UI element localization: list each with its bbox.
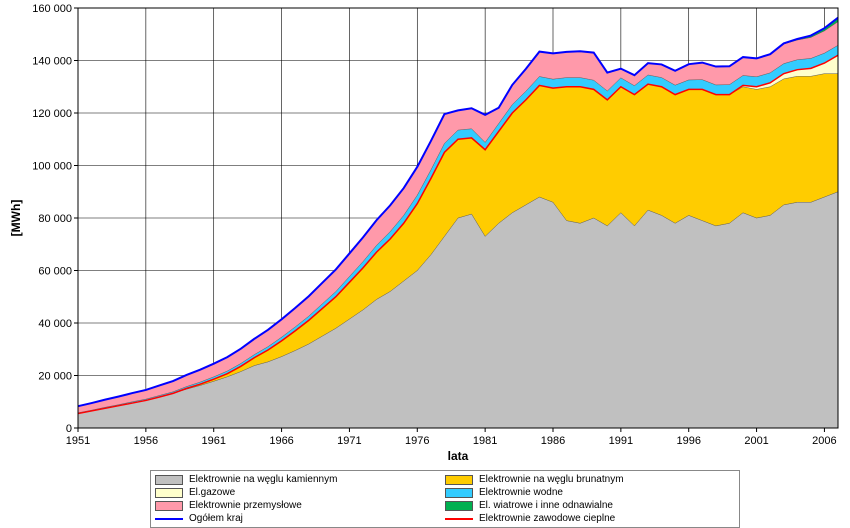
chart-container: 0 20 000 40 000 60 000 80 000 100 000 120 000 1… (0, 0, 850, 525)
x-tick-label: 1991 (609, 435, 633, 447)
x-tick-label: 2006 (812, 435, 836, 447)
y-tick-label: 20 000 (38, 371, 72, 383)
legend-swatch (445, 518, 473, 520)
legend-swatch (445, 488, 473, 498)
x-tick-label: 1996 (676, 435, 700, 447)
legend-item-gaz: El.gazowe (155, 486, 445, 499)
legend-swatch (155, 475, 183, 485)
x-tick-label: 1971 (337, 435, 361, 447)
legend-row: El.gazowe Elektrownie wodne (155, 486, 735, 499)
x-tick-label: 1956 (134, 435, 158, 447)
x-tick-label: 1966 (269, 435, 293, 447)
legend-swatch (445, 475, 473, 485)
x-tick-label: 1986 (541, 435, 565, 447)
legend-item-wod: Elektrownie wodne (445, 486, 735, 499)
legend-item-ogolem: Ogółem kraj (155, 512, 445, 525)
legend-swatch (155, 501, 183, 511)
y-tick-label: 120 000 (32, 108, 72, 120)
legend-row: Elektrownie na węglu kamiennym Elektrowni… (155, 473, 735, 486)
legend-item-zaw_cieplne: Elektrownie zawodowe cieplne (445, 512, 735, 525)
x-tick-label: 1976 (405, 435, 429, 447)
legend-label: Elektrownie zawodowe cieplne (479, 513, 615, 524)
y-tick-label: 40 000 (38, 318, 72, 330)
x-tick-label: 1981 (473, 435, 497, 447)
y-tick-label: 0 (66, 423, 72, 435)
legend-item-przem: Elektrownie przemysłowe (155, 499, 445, 512)
legend-label: Elektrownie na węglu brunatnym (479, 474, 624, 485)
legend-label: Elektrownie przemysłowe (189, 500, 302, 511)
legend: Elektrownie na węglu kamiennym Elektrowni… (150, 470, 740, 528)
legend-label: Elektrownie wodne (479, 487, 563, 498)
x-tick-label: 2001 (744, 435, 768, 447)
y-tick-label: 140 000 (32, 56, 72, 68)
y-tick-label: 60 000 (38, 266, 72, 278)
legend-item-wiatr: El. wiatrowe i inne odnawialne (445, 499, 735, 512)
legend-label: Ogółem kraj (189, 513, 243, 524)
legend-row: Elektrownie przemysłowe El. wiatrowe i in… (155, 499, 735, 512)
y-tick-label: 80 000 (38, 213, 72, 225)
y-tick-label: 160 000 (32, 3, 72, 15)
stacked-area-chart: 0 20 000 40 000 60 000 80 000 100 000 120 000 1… (0, 0, 850, 525)
legend-swatch (445, 501, 473, 511)
y-tick-label: 100 000 (32, 161, 72, 173)
legend-label: El.gazowe (189, 487, 235, 498)
legend-label: Elektrownie na węglu kamiennym (189, 474, 337, 485)
legend-item-kam: Elektrownie na węglu kamiennym (155, 473, 445, 486)
y-axis-title: [MWh] (9, 200, 23, 237)
legend-item-brun: Elektrownie na węglu brunatnym (445, 473, 735, 486)
x-tick-label: 1951 (66, 435, 90, 447)
x-axis-title: lata (448, 449, 469, 463)
legend-swatch (155, 518, 183, 520)
legend-row: Ogółem kraj Elektrownie zawodowe cieplne (155, 512, 735, 525)
legend-swatch (155, 488, 183, 498)
x-tick-label: 1961 (201, 435, 225, 447)
legend-label: El. wiatrowe i inne odnawialne (479, 500, 613, 511)
